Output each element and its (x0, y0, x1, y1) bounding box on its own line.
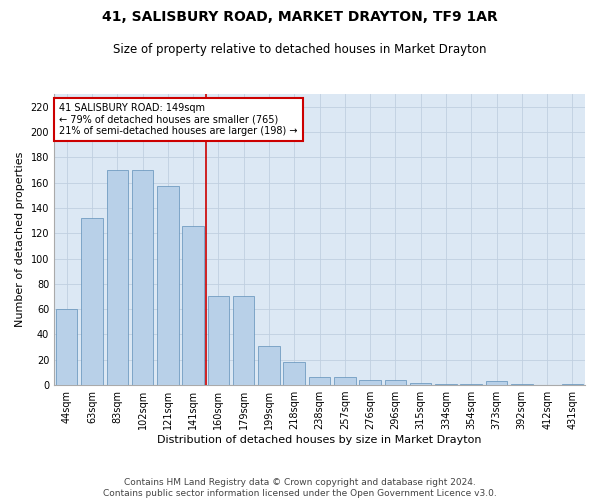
Bar (107, 170, 128, 385)
Text: Size of property relative to detached houses in Market Drayton: Size of property relative to detached ho… (113, 42, 487, 56)
Text: 41 SALISBURY ROAD: 149sqm
← 79% of detached houses are smaller (765)
21% of semi: 41 SALISBURY ROAD: 149sqm ← 79% of detac… (59, 102, 298, 136)
Bar (283, 362, 305, 385)
Bar (385, 380, 406, 385)
Bar (157, 186, 179, 385)
Bar (208, 296, 229, 385)
Bar (233, 296, 254, 385)
Bar (334, 378, 356, 385)
Bar (309, 378, 330, 385)
Bar (511, 384, 533, 385)
Bar (562, 384, 583, 385)
Bar (460, 384, 482, 385)
Bar (182, 226, 204, 385)
Bar (359, 380, 381, 385)
X-axis label: Distribution of detached houses by size in Market Drayton: Distribution of detached houses by size … (157, 435, 482, 445)
Bar (132, 170, 153, 385)
Bar (56, 309, 77, 385)
Bar (486, 382, 507, 385)
Bar (410, 382, 431, 385)
Text: Contains HM Land Registry data © Crown copyright and database right 2024.
Contai: Contains HM Land Registry data © Crown c… (103, 478, 497, 498)
Y-axis label: Number of detached properties: Number of detached properties (15, 152, 25, 327)
Bar (81, 218, 103, 385)
Bar (258, 346, 280, 385)
Bar (435, 384, 457, 385)
Text: 41, SALISBURY ROAD, MARKET DRAYTON, TF9 1AR: 41, SALISBURY ROAD, MARKET DRAYTON, TF9 … (102, 10, 498, 24)
